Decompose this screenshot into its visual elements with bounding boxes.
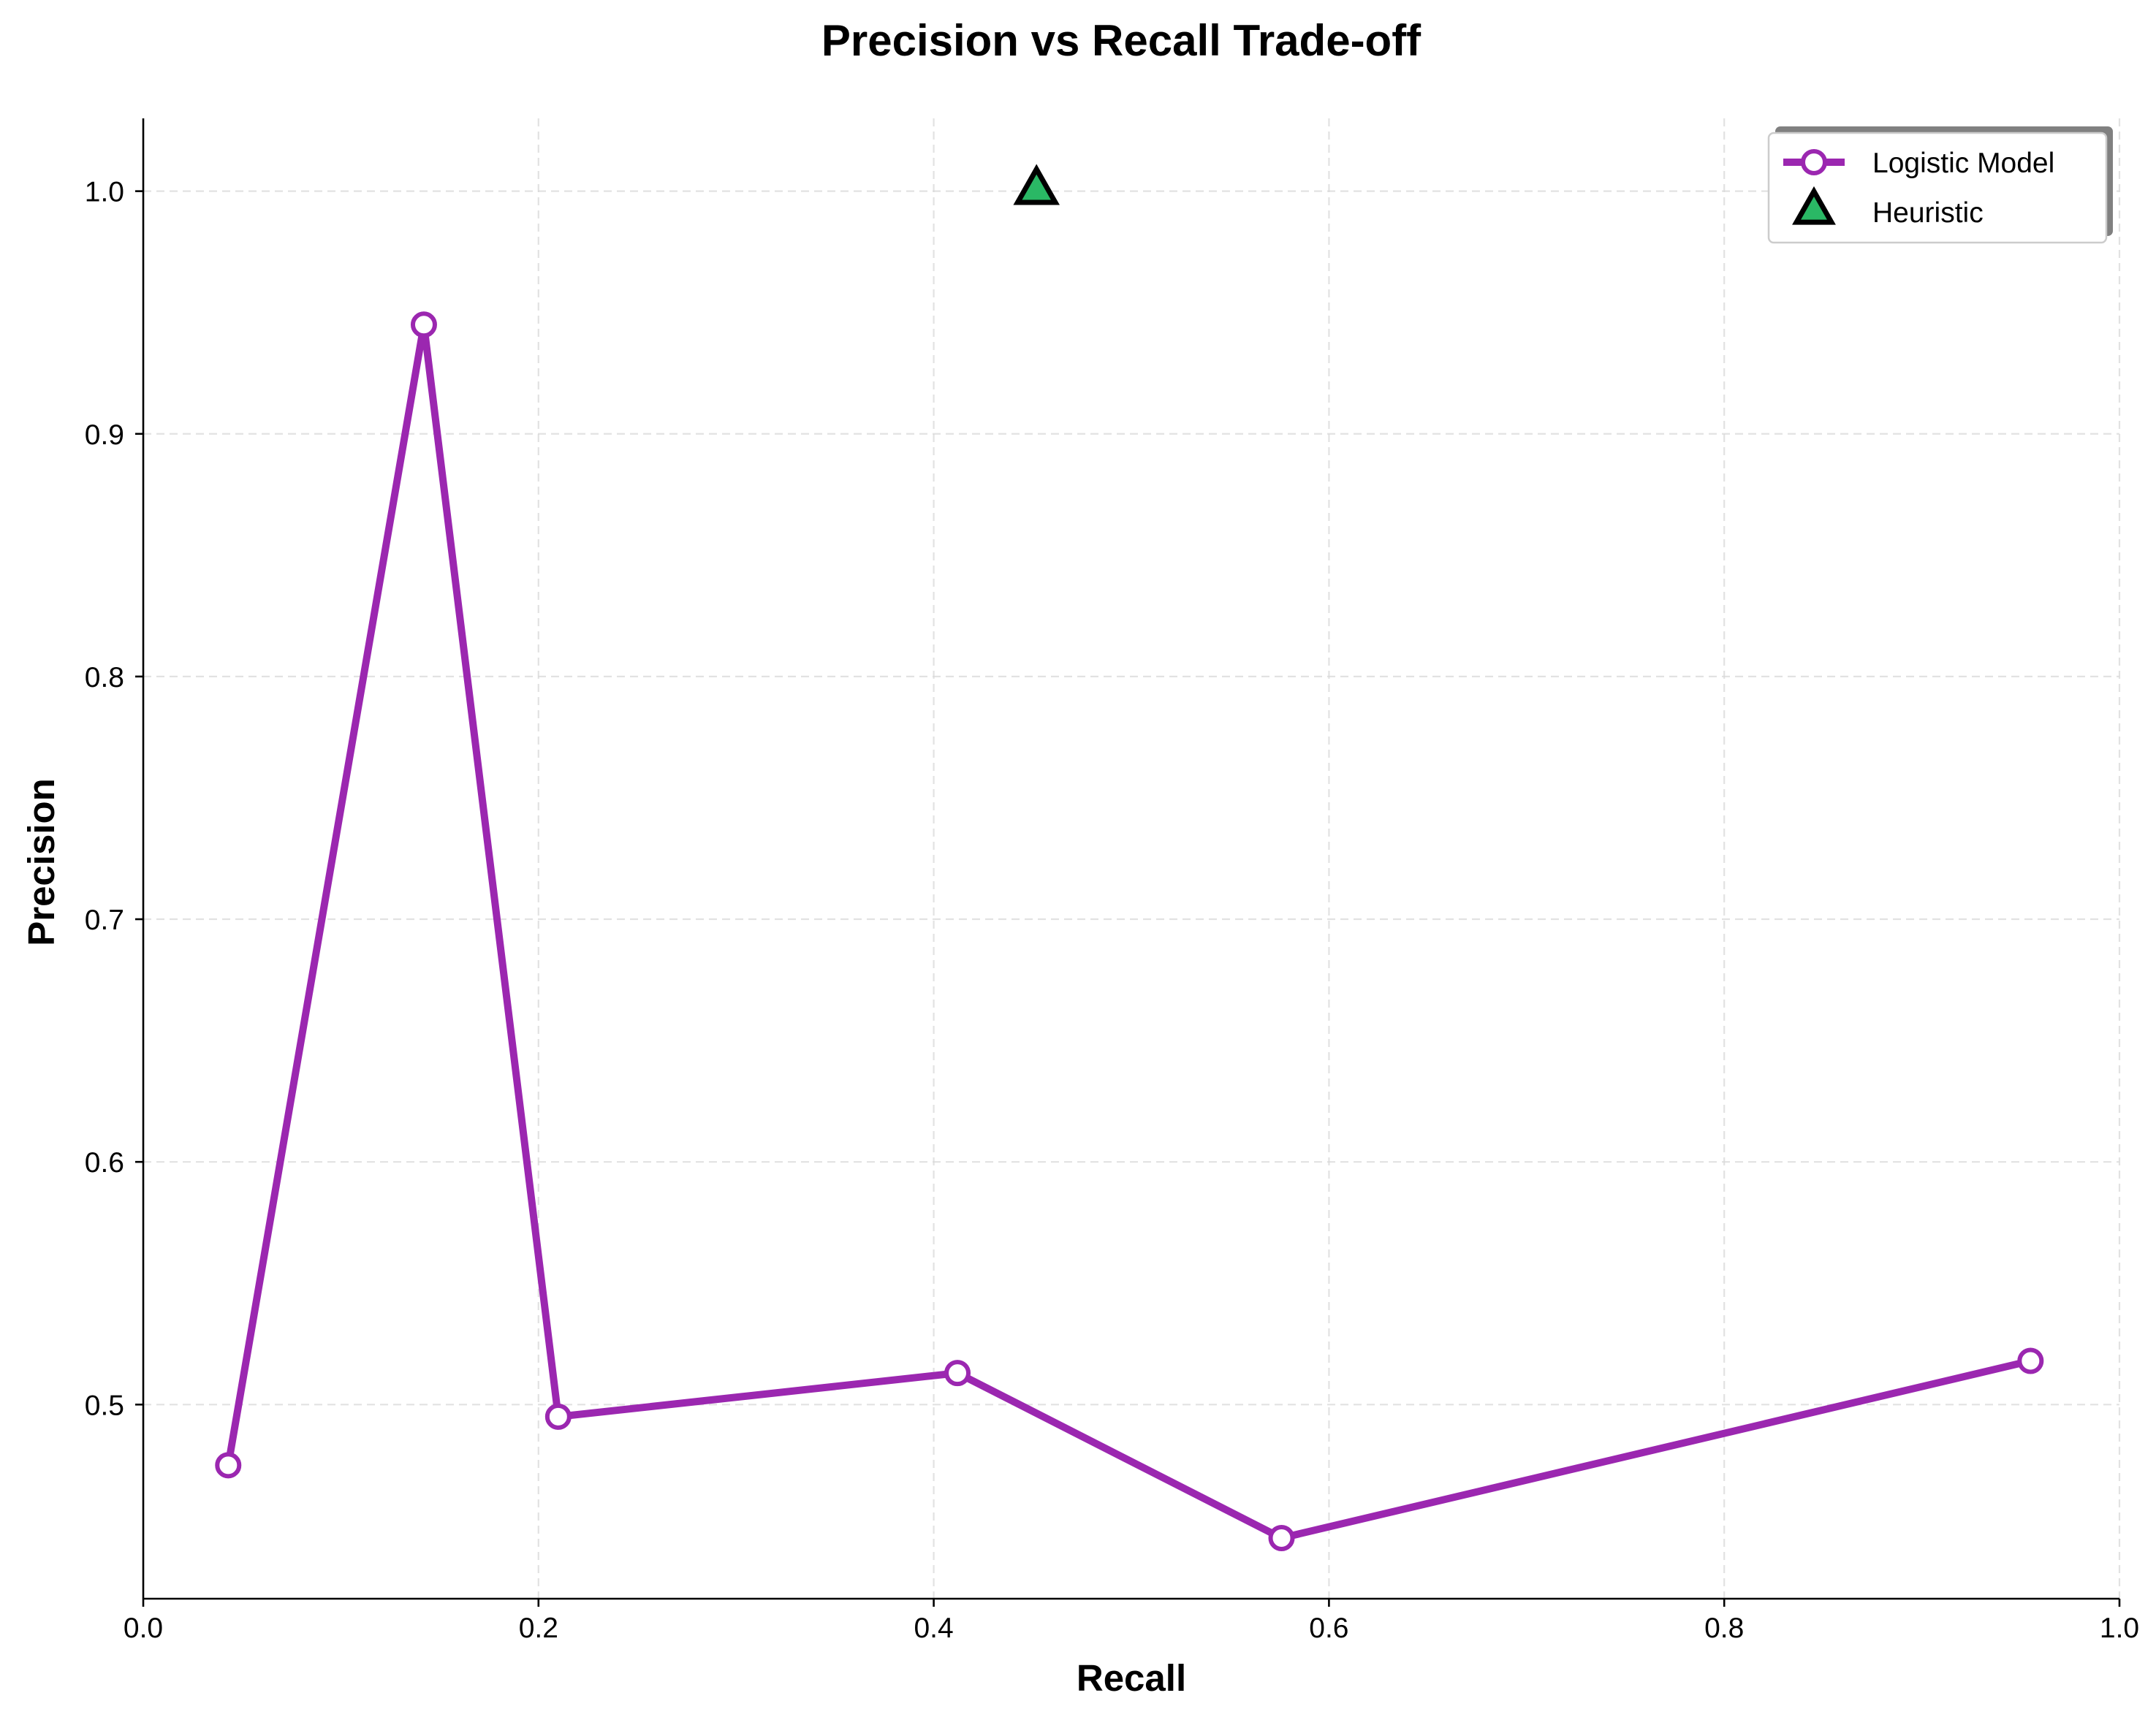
legend-swatch-triangle xyxy=(1792,186,1836,225)
x-axis-label: Recall xyxy=(1077,1657,1186,1699)
y-tick-label: 0.9 xyxy=(85,419,124,451)
data-point-logistic-model xyxy=(215,1452,242,1479)
x-tick-label: 0.4 xyxy=(914,1613,953,1644)
grid xyxy=(142,118,2121,1599)
x-tick-label: 0.2 xyxy=(519,1613,558,1644)
series-line-logistic-model xyxy=(224,324,2032,1542)
legend-swatch-marker xyxy=(1801,149,1827,175)
legend-label-heuristic: Heuristic xyxy=(1872,197,1984,229)
axes: 0.0 0.2 0.4 0.6 0.8 1.0 0.5 0.6 0.7 0.8 0.9 1.0 xyxy=(85,118,2139,1644)
y-tick-label: 1.0 xyxy=(85,177,124,208)
y-tick-label: 0.7 xyxy=(85,905,124,936)
y-axis-label: Precision xyxy=(20,778,62,946)
legend: Logistic Model Heuristic xyxy=(1767,132,2108,244)
legend-box xyxy=(1767,132,2108,244)
x-tick-label: 0.8 xyxy=(1704,1613,1744,1644)
chart-title: Precision vs Recall Trade-off xyxy=(821,16,1421,65)
x-tick-label: 0.0 xyxy=(124,1613,163,1644)
x-tick-label: 1.0 xyxy=(2100,1613,2139,1644)
x-tick-label: 0.6 xyxy=(1309,1613,1348,1644)
y-tick-label: 0.8 xyxy=(85,662,124,693)
data-point-logistic-model xyxy=(410,311,437,338)
data-point-heuristic xyxy=(1013,164,1060,205)
y-tick-label: 0.6 xyxy=(85,1147,124,1179)
y-tick-label: 0.5 xyxy=(85,1390,124,1421)
plot-area xyxy=(215,164,2044,1551)
data-point-logistic-model xyxy=(544,1403,572,1430)
data-point-logistic-model xyxy=(944,1360,971,1387)
data-point-logistic-model xyxy=(1268,1524,1295,1551)
legend-label-logistic-model: Logistic Model xyxy=(1872,148,2054,179)
data-point-logistic-model xyxy=(2017,1347,2044,1374)
